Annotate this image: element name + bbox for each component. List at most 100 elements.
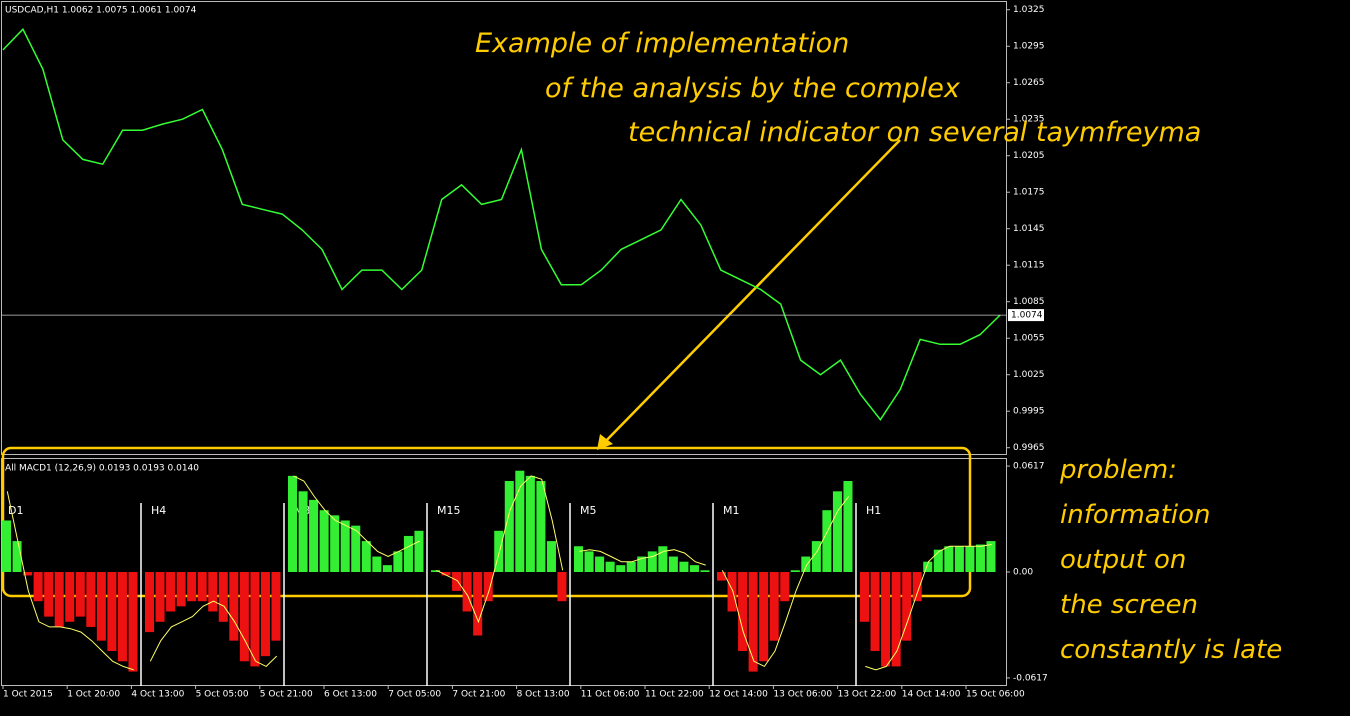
macd-bar [536,481,546,572]
x-tick-label: 15 Oct 06:00 [966,690,1025,700]
price-frame [1,1,1007,455]
macd-bar [647,551,657,572]
macd-bar [689,565,699,572]
indicator-label: All MACD1 (12,26,9) 0.0193 0.0193 0.0140 [5,464,199,474]
macd-bar [525,475,535,572]
y-tick-label: 0.0617 [1013,462,1045,472]
macd-bar [637,556,647,572]
macd-bar [33,572,43,602]
macd-bar [769,572,779,641]
macd-bar [727,572,737,612]
macd-bar [218,572,228,622]
signal-line [579,549,706,566]
annotation: Example of implementation [475,28,849,59]
macd-bar [65,572,75,622]
x-tick-label: 11 Oct 06:00 [581,690,640,700]
macd-bar [128,572,138,672]
macd-bar [483,572,493,602]
y-tick-label: 1.0205 [1013,151,1045,161]
macd-bar [944,546,954,572]
y-tick-label: 1.0115 [1013,261,1045,271]
y-tick-label: 1.0085 [1013,297,1045,307]
macd-bar [44,572,54,617]
y-tick-label: 0.00 [1013,568,1033,578]
macd-bar [382,565,392,572]
arrow [599,139,901,448]
annotation: technical indicator on several taymfreym… [628,117,1201,148]
macd-bar [504,481,514,572]
macd-bar [155,572,165,622]
macd-bar [431,570,441,572]
macd-bar [790,570,800,572]
macd-bar [309,499,319,572]
macd-bar [954,546,964,572]
macd-bar [605,561,615,572]
x-tick-label: 8 Oct 13:00 [517,690,570,700]
annotation: constantly is late [1060,635,1282,665]
macd-bar [933,549,943,572]
macd-bar [145,572,155,633]
arrow-head [597,434,613,450]
y-tick-label: 1.0265 [1013,78,1045,88]
macd-bar [700,570,710,572]
macd-bar [54,572,64,627]
symbol-info: USDCAD,H1 1.0062 1.0075 1.0061 1.0074 [5,6,197,16]
x-tick-label: 13 Oct 06:00 [773,690,832,700]
last-price-box [1008,309,1044,322]
macd-bar [584,551,594,572]
signal-line [293,475,420,558]
macd-bar [86,572,96,627]
macd-bar [546,541,556,572]
panel-name: H1 [866,504,881,517]
x-tick-label: 1 Oct 20:00 [67,690,120,700]
macd-bar [986,541,996,572]
signal-line [865,544,992,671]
annotation: information [1060,500,1211,530]
macd-bar [462,572,472,612]
macd-bar [902,572,912,641]
macd-bar [881,572,891,667]
panel-name: M1 [723,504,740,517]
macd-bar [351,525,361,572]
x-tick-label: 6 Oct 13:00 [324,690,377,700]
signal-line [6,491,134,671]
annotation: the screen [1060,590,1198,620]
macd-bar [616,565,626,572]
macd-bar [679,561,689,572]
macd-bar [595,556,605,572]
macd-bar [441,572,451,576]
x-tick-label: 11 Oct 22:00 [645,690,704,700]
macd-bar [748,572,758,672]
macd-bar [117,572,127,662]
macd-bar [340,520,350,572]
y-tick-label: 0.9995 [1013,407,1045,417]
macd-bar [298,491,308,572]
macd-bar [208,572,218,612]
macd-bar [557,572,567,602]
macd-bar [574,546,584,572]
macd-bar [23,572,33,576]
last-price-label: 1.0074 [1011,311,1043,321]
annotation: output on [1060,545,1186,575]
macd-bar [658,546,668,572]
macd-bar [372,556,382,572]
macd-bar [965,546,975,572]
y-tick-label: 1.0235 [1013,115,1045,125]
macd-bar [197,572,207,602]
y-tick-label: 1.0295 [1013,42,1045,52]
x-tick-label: 1 Oct 2015 [3,690,53,700]
panel-name: M15 [437,504,461,517]
x-tick-label: 13 Oct 22:00 [838,690,897,700]
macd-bar [494,530,504,572]
macd-bar [260,572,270,657]
macd-bar [361,541,371,572]
macd-bar [107,572,117,651]
signal-line [436,475,564,624]
macd-bar [75,572,85,617]
y-tick-label: 1.0025 [1013,370,1045,380]
panel-name: M5 [580,504,597,517]
macd-bar [860,572,870,622]
macd-bar [822,510,832,572]
macd-bar [473,572,483,636]
macd-bar [668,556,678,572]
